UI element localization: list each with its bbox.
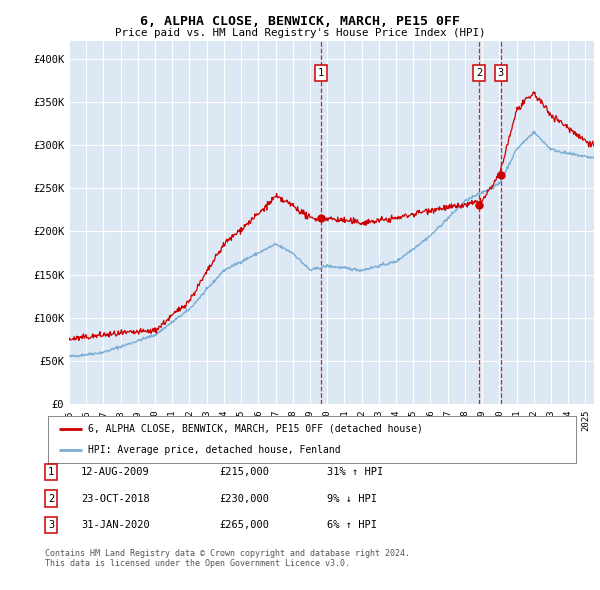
Text: 6% ↑ HPI: 6% ↑ HPI [327, 520, 377, 530]
Text: 23-OCT-2018: 23-OCT-2018 [81, 494, 150, 503]
Text: 6, ALPHA CLOSE, BENWICK, MARCH, PE15 0FF: 6, ALPHA CLOSE, BENWICK, MARCH, PE15 0FF [140, 15, 460, 28]
Text: 31% ↑ HPI: 31% ↑ HPI [327, 467, 383, 477]
Text: 9% ↓ HPI: 9% ↓ HPI [327, 494, 377, 503]
Text: 3: 3 [48, 520, 54, 530]
Text: 6, ALPHA CLOSE, BENWICK, MARCH, PE15 0FF (detached house): 6, ALPHA CLOSE, BENWICK, MARCH, PE15 0FF… [88, 424, 422, 434]
Text: £230,000: £230,000 [219, 494, 269, 503]
Text: This data is licensed under the Open Government Licence v3.0.: This data is licensed under the Open Gov… [45, 559, 350, 568]
Text: HPI: Average price, detached house, Fenland: HPI: Average price, detached house, Fenl… [88, 445, 340, 455]
Text: £265,000: £265,000 [219, 520, 269, 530]
Text: 1: 1 [48, 467, 54, 477]
Text: Contains HM Land Registry data © Crown copyright and database right 2024.: Contains HM Land Registry data © Crown c… [45, 549, 410, 558]
Text: 12-AUG-2009: 12-AUG-2009 [81, 467, 150, 477]
Text: 31-JAN-2020: 31-JAN-2020 [81, 520, 150, 530]
Text: 2: 2 [476, 68, 482, 78]
Text: Price paid vs. HM Land Registry's House Price Index (HPI): Price paid vs. HM Land Registry's House … [115, 28, 485, 38]
Text: 3: 3 [497, 68, 504, 78]
Text: 2: 2 [48, 494, 54, 503]
Text: £215,000: £215,000 [219, 467, 269, 477]
Text: 1: 1 [317, 68, 324, 78]
